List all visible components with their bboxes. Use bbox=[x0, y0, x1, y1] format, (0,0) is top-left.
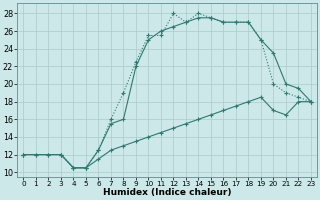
X-axis label: Humidex (Indice chaleur): Humidex (Indice chaleur) bbox=[103, 188, 231, 197]
